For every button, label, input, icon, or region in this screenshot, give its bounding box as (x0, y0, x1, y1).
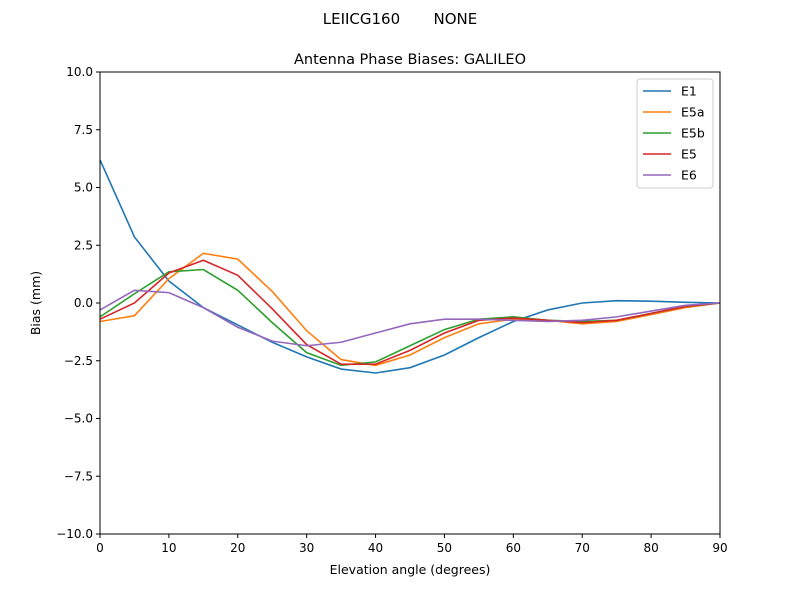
y-tick-label: −10.0 (56, 527, 93, 541)
y-tick-label: 0.0 (74, 296, 93, 310)
series-line-e5 (99, 259, 721, 366)
y-tick-label: 10.0 (66, 65, 93, 79)
y-tick-label: −2.5 (64, 354, 93, 368)
x-tick-label: 10 (161, 541, 176, 555)
chart-title: Antenna Phase Biases: GALILEO (294, 52, 526, 68)
y-tick-label: −7.5 (64, 469, 93, 483)
y-axis-label: Bias (mm) (28, 271, 43, 335)
x-tick-label: 60 (506, 541, 521, 555)
legend-label: E5b (681, 126, 705, 141)
x-tick-label: 0 (96, 541, 104, 555)
plot-frame (99, 71, 721, 535)
series-line-e1 (99, 159, 721, 374)
legend-label: E1 (681, 84, 697, 99)
x-tick-label: 30 (299, 541, 314, 555)
y-tick-label: −5.0 (64, 412, 93, 426)
suptitle: LEIICG160 NONE (323, 10, 478, 28)
legend-label: E6 (681, 168, 697, 183)
series-line-e5a (99, 252, 721, 367)
x-tick-label: 90 (712, 541, 727, 555)
x-tick-label: 40 (368, 541, 383, 555)
legend-label: E5 (681, 147, 697, 162)
legend-box (636, 78, 714, 189)
legend: E1 E5a E5b E5 E6 (636, 78, 714, 189)
x-tick-label: 50 (437, 541, 452, 555)
series-line-e6 (99, 289, 721, 347)
x-axis-label: Elevation angle (degrees) (330, 562, 491, 577)
x-tick-label: 80 (643, 541, 658, 555)
y-tick-label: 2.5 (74, 238, 93, 252)
x-tick-label: 70 (575, 541, 590, 555)
x-tick-label: 20 (230, 541, 245, 555)
legend-label: E5a (681, 105, 705, 120)
y-tick-label: 5.0 (74, 181, 93, 195)
y-tick-label: 7.5 (74, 123, 93, 137)
